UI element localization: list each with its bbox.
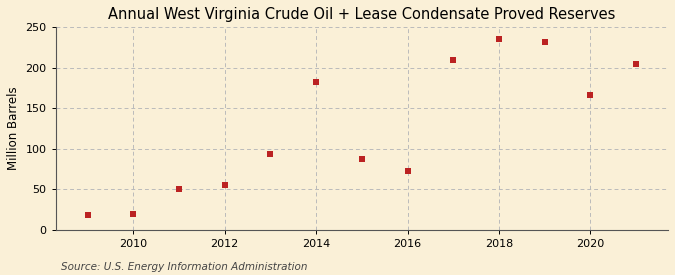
Point — [356, 157, 367, 161]
Point — [539, 40, 550, 44]
Title: Annual West Virginia Crude Oil + Lease Condensate Proved Reserves: Annual West Virginia Crude Oil + Lease C… — [108, 7, 616, 22]
Point — [219, 183, 230, 188]
Text: Source: U.S. Energy Information Administration: Source: U.S. Energy Information Administ… — [61, 262, 307, 272]
Point — [82, 213, 93, 218]
Point — [402, 169, 413, 174]
Point — [128, 211, 139, 216]
Point — [493, 37, 504, 42]
Point — [265, 152, 276, 157]
Point — [173, 187, 184, 191]
Point — [448, 57, 458, 62]
Y-axis label: Million Barrels: Million Barrels — [7, 87, 20, 170]
Point — [630, 62, 641, 66]
Point — [585, 92, 596, 97]
Point — [310, 79, 321, 84]
